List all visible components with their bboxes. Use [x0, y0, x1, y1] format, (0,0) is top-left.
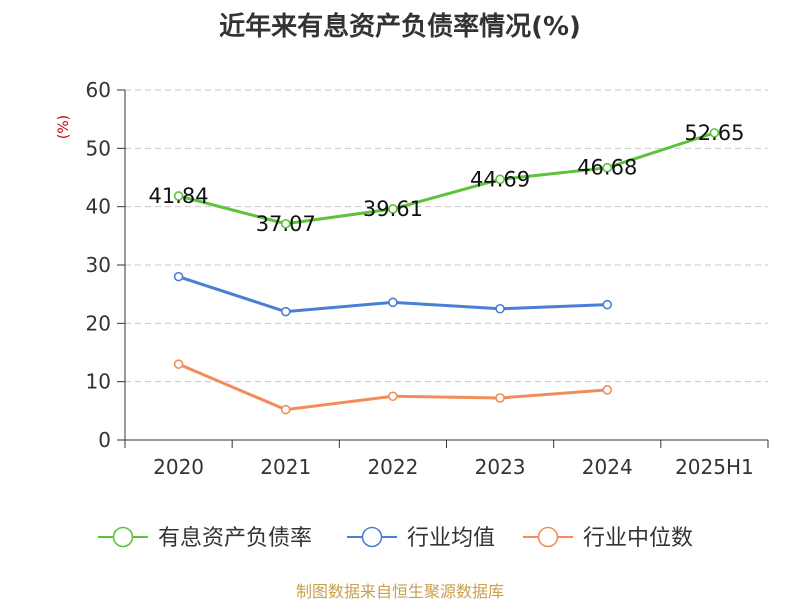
source-note: 制图数据来自恒生聚源数据库 — [295, 582, 504, 601]
series-lines — [173, 128, 720, 415]
y-tick-label: 40 — [86, 195, 111, 219]
y-tick-label: 60 — [86, 78, 111, 102]
y-tick-label: 0 — [98, 428, 111, 452]
x-tick-labels: 2020 2021 2022 2023 2024 2025H1 — [153, 455, 754, 479]
legend-label: 行业均值 — [407, 526, 495, 551]
axes — [117, 89, 769, 448]
data-label: 46.68 — [577, 156, 637, 180]
y-tick-label: 30 — [86, 253, 111, 277]
data-point — [173, 191, 184, 201]
data-label: 37.07 — [256, 212, 316, 236]
y-tick-label: 50 — [86, 136, 111, 160]
data-label: 44.69 — [470, 167, 530, 191]
y-axis-label: (%) — [56, 115, 72, 139]
legend-label: 行业中位数 — [583, 526, 693, 551]
y-tick-label: 10 — [86, 370, 111, 394]
x-tick-label: 2023 — [475, 455, 526, 479]
legend: 有息资产负债率 行业均值 行业中位数 — [98, 526, 693, 551]
series-line-3 — [177, 362, 608, 412]
x-tick-label: 2022 — [367, 455, 418, 479]
legend-marker — [361, 526, 383, 548]
data-point — [709, 128, 720, 138]
data-point — [602, 299, 613, 310]
y-tick-labels: 0 10 20 30 40 50 60 — [86, 78, 111, 452]
data-label: 39.61 — [363, 197, 423, 221]
data-point — [173, 271, 184, 282]
data-point — [388, 297, 398, 308]
x-tick-label: 2021 — [260, 455, 311, 479]
data-point — [495, 174, 505, 185]
data-point — [495, 303, 505, 314]
x-tick-label: 2024 — [582, 455, 633, 479]
data-point — [602, 385, 613, 395]
data-point — [280, 404, 291, 415]
series-line-1 — [178, 131, 715, 226]
data-point — [602, 162, 613, 173]
chart-title: 近年来有息资产负债率情况(%) — [219, 12, 581, 42]
legend-item: 有息资产负债率 — [98, 526, 312, 551]
legend-marker — [112, 526, 134, 548]
data-labels: 41.84 37.07 39.61 44.69 46.68 52.65 — [149, 121, 745, 236]
data-point — [495, 393, 505, 403]
data-point — [280, 306, 291, 317]
y-tick-label: 20 — [86, 311, 111, 335]
data-label: 52.65 — [684, 121, 744, 145]
grid-lines — [125, 89, 768, 383]
x-tick-label: 2020 — [153, 455, 204, 479]
legend-item: 行业中位数 — [523, 526, 693, 551]
x-tick-label: 2025H1 — [675, 455, 754, 479]
legend-item: 行业均值 — [347, 526, 495, 551]
data-label: 41.84 — [149, 184, 209, 208]
data-point — [388, 204, 398, 214]
data-point — [173, 359, 184, 369]
data-point — [280, 218, 291, 229]
legend-marker — [537, 526, 559, 548]
data-point — [388, 391, 398, 402]
legend-label: 有息资产负债率 — [158, 526, 312, 551]
